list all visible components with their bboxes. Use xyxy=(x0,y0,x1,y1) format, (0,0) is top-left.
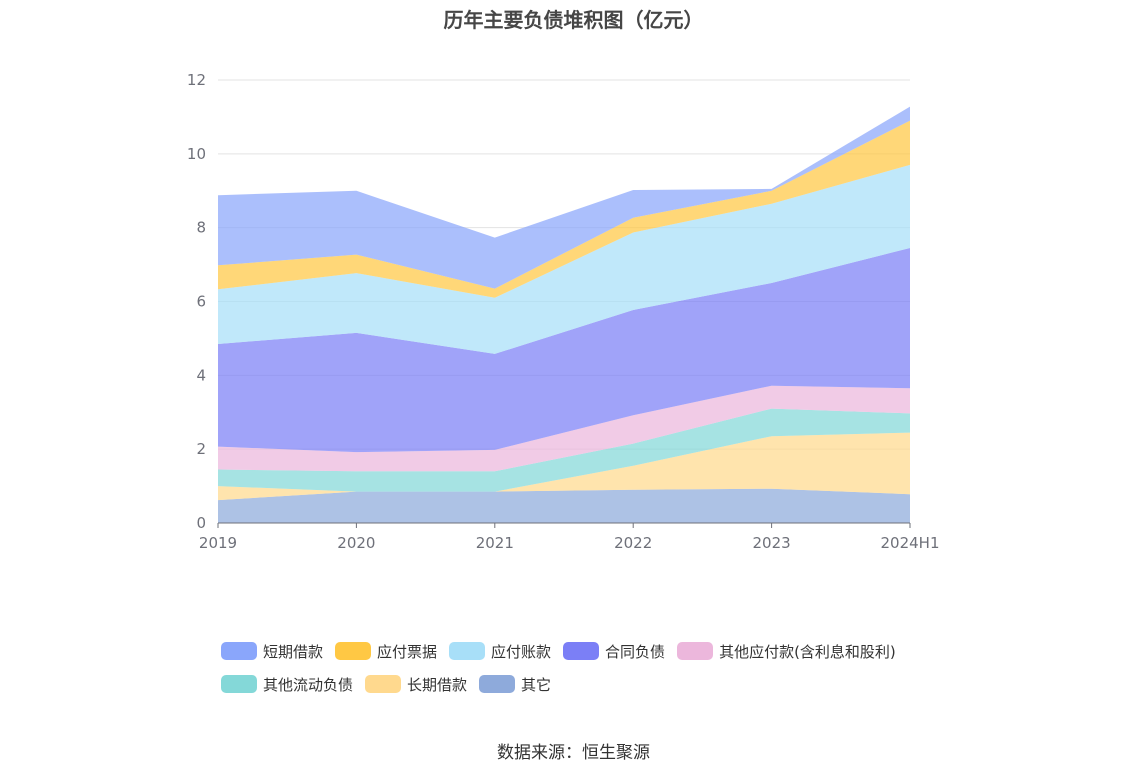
y-tick-label: 8 xyxy=(196,219,206,237)
y-tick-label: 4 xyxy=(196,366,206,384)
area-series-其他应付款(含利息和股利) xyxy=(218,385,910,472)
area-series-应付账款 xyxy=(218,164,910,354)
legend-label: 应付账款 xyxy=(491,642,552,661)
legend-item[interactable]: 应付票据 xyxy=(335,641,437,662)
legend-label: 其它 xyxy=(521,675,552,694)
y-tick-label: 10 xyxy=(187,145,206,163)
y-tick-label: 12 xyxy=(187,71,206,89)
legend-swatch xyxy=(449,642,486,660)
legend-item[interactable]: 合同负债 xyxy=(563,641,665,662)
legend: 短期借款 应付票据 应付账款 合同负债 其他应付款(含利息和股利) 其他流动负债 长期借款… xyxy=(221,640,981,706)
area-series-长期借款 xyxy=(218,432,910,501)
stacked-area-chart: 0 2 4 6 8 10 12 2019 2020 2021 2022 2023 2024H1 xyxy=(187,71,940,552)
legend-item[interactable]: 其它 xyxy=(479,674,551,695)
legend-label: 其他应付款(含利息和股利) xyxy=(719,642,896,661)
legend-label: 应付票据 xyxy=(377,642,438,661)
y-tick-label: 2 xyxy=(196,440,206,458)
x-tick-label: 2020 xyxy=(337,534,375,552)
legend-label: 长期借款 xyxy=(407,675,468,694)
legend-item[interactable]: 其他流动负债 xyxy=(221,674,353,695)
x-tick-label: 2019 xyxy=(199,534,237,552)
legend-label: 其他流动负债 xyxy=(263,675,354,694)
x-tick-label: 2022 xyxy=(614,534,652,552)
area-series-短期借款 xyxy=(218,106,910,289)
legend-swatch xyxy=(365,675,402,693)
legend-item[interactable]: 其他应付款(含利息和股利) xyxy=(677,641,896,662)
legend-item[interactable]: 短期借款 xyxy=(221,641,323,662)
x-tick-label: 2023 xyxy=(753,534,791,552)
legend-item[interactable]: 应付账款 xyxy=(449,641,551,662)
legend-swatch xyxy=(221,642,257,660)
area-series-应付票据 xyxy=(218,120,910,298)
y-tick-label: 0 xyxy=(196,514,206,532)
legend-label: 短期借款 xyxy=(263,642,324,661)
legend-item[interactable]: 长期借款 xyxy=(365,674,467,695)
area-series-其它 xyxy=(218,488,910,523)
x-tick-label: 2024H1 xyxy=(881,534,940,552)
legend-swatch xyxy=(677,642,714,660)
data-source-note: 数据来源：恒生聚源 xyxy=(497,743,650,763)
legend-swatch xyxy=(335,642,372,660)
y-tick-label: 6 xyxy=(196,293,206,311)
area-series-合同负债 xyxy=(218,248,910,453)
legend-label: 合同负债 xyxy=(605,642,666,661)
legend-swatch xyxy=(563,642,600,660)
area-series-其他流动负债 xyxy=(218,408,910,492)
chart-title: 历年主要负债堆积图（亿元） xyxy=(443,8,704,32)
legend-swatch xyxy=(479,675,516,693)
x-tick-label: 2021 xyxy=(476,534,514,552)
legend-swatch xyxy=(221,675,257,693)
